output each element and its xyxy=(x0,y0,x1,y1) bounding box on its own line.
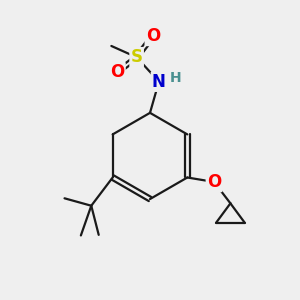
Text: O: O xyxy=(110,63,124,81)
Text: O: O xyxy=(207,173,221,191)
Text: N: N xyxy=(152,73,166,91)
Text: O: O xyxy=(146,27,160,45)
Text: H: H xyxy=(170,71,182,85)
Text: S: S xyxy=(130,48,142,66)
